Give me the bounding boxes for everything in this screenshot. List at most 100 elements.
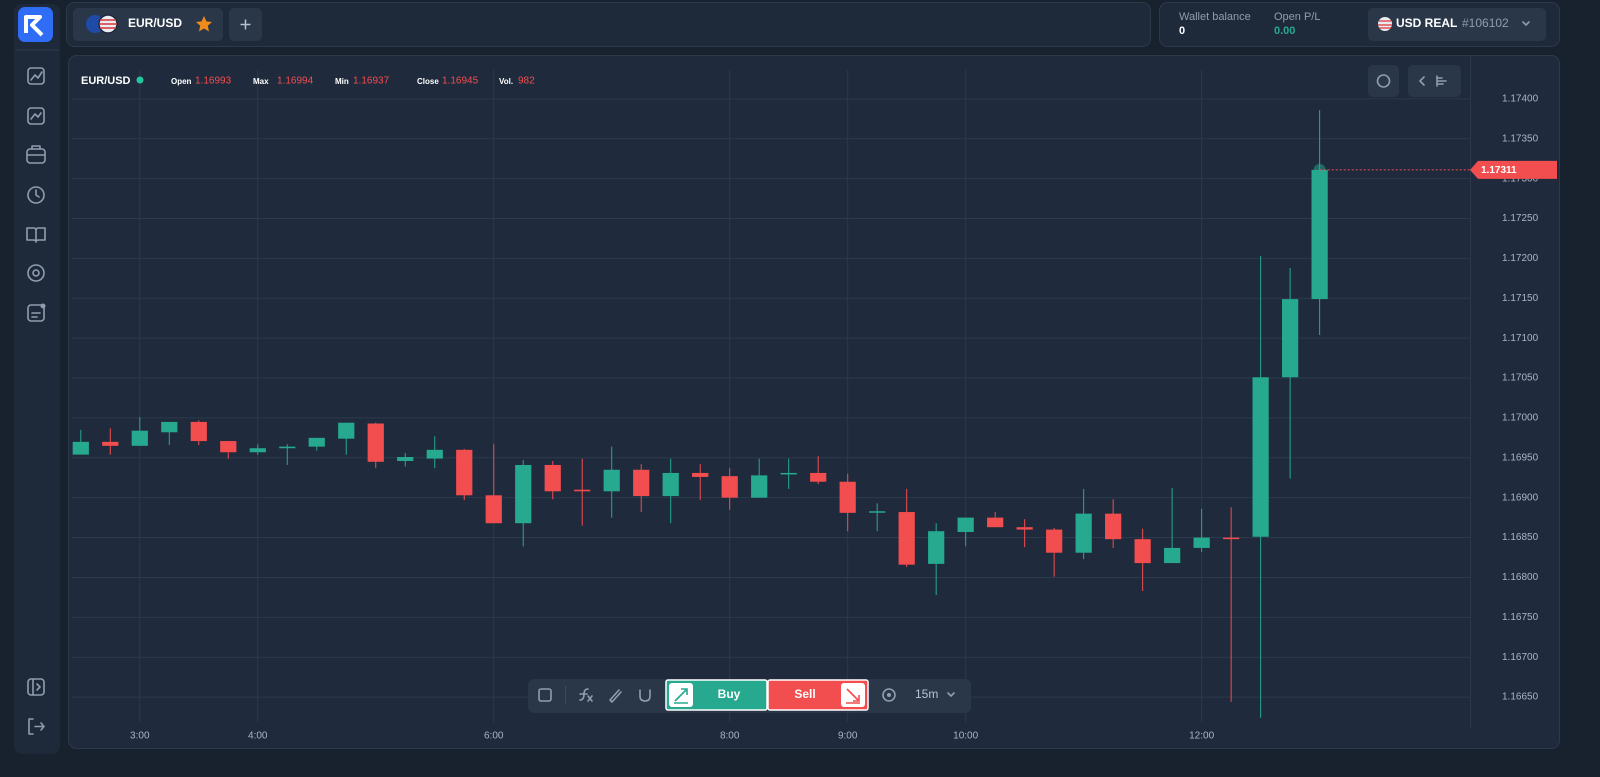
alert-icon[interactable] bbox=[882, 688, 896, 702]
buy-icon bbox=[674, 688, 688, 704]
history-icon[interactable] bbox=[27, 186, 45, 204]
y-tick-label: 1.16700 bbox=[1502, 652, 1539, 663]
candle-body bbox=[574, 489, 591, 492]
candle-body bbox=[839, 481, 856, 513]
candle-body bbox=[780, 472, 797, 475]
plot bbox=[72, 70, 1470, 722]
candle-body bbox=[957, 517, 974, 532]
info-label: Min bbox=[335, 77, 349, 86]
candle-body bbox=[1282, 299, 1299, 378]
y-tick-label: 1.16650 bbox=[1502, 692, 1539, 703]
logo-mark bbox=[24, 15, 44, 37]
news-icon[interactable] bbox=[27, 303, 46, 322]
candle-body bbox=[869, 511, 886, 513]
y-tick-label: 1.17400 bbox=[1502, 94, 1539, 105]
candle-body bbox=[367, 423, 384, 462]
settings-icon[interactable] bbox=[27, 264, 45, 282]
info-value: 1.16945 bbox=[442, 76, 479, 87]
logout-icon[interactable] bbox=[28, 718, 45, 735]
us-flag-stripes bbox=[100, 19, 117, 29]
logo[interactable] bbox=[18, 7, 53, 42]
candle-body bbox=[279, 446, 296, 449]
candle-body bbox=[1075, 513, 1092, 553]
education-icon[interactable] bbox=[26, 227, 46, 243]
candle-body bbox=[633, 469, 650, 497]
candle-body bbox=[751, 475, 768, 498]
chart-icon[interactable] bbox=[27, 67, 45, 85]
candle-body bbox=[485, 495, 502, 524]
collapse-icon[interactable] bbox=[27, 678, 45, 696]
y-tick-label: 1.16800 bbox=[1502, 572, 1539, 583]
y-tick-label: 1.16950 bbox=[1502, 452, 1539, 463]
candle-body bbox=[603, 469, 620, 492]
panel-toggle-icon bbox=[1419, 75, 1447, 87]
info-value: 1.16994 bbox=[277, 76, 314, 87]
candle-body bbox=[249, 448, 266, 453]
candle-body bbox=[456, 449, 473, 496]
candle-body bbox=[1252, 377, 1269, 537]
candle-body bbox=[1311, 169, 1328, 300]
candle-body bbox=[190, 421, 207, 442]
candle-body bbox=[1134, 539, 1151, 564]
sidebar-icons bbox=[26, 67, 46, 735]
x-tick-label: 10:00 bbox=[953, 731, 978, 742]
info-label: Close bbox=[417, 77, 439, 86]
y-tick-label: 1.17350 bbox=[1502, 133, 1539, 144]
analytics-icon[interactable] bbox=[27, 107, 45, 125]
y-tick-label: 1.16900 bbox=[1502, 492, 1539, 503]
chart-type-button[interactable] bbox=[1368, 65, 1399, 97]
info-label: Open bbox=[171, 77, 192, 86]
candle-body bbox=[721, 476, 738, 498]
chart-panel bbox=[68, 55, 1560, 749]
portfolio-icon[interactable] bbox=[26, 145, 46, 164]
info-label: Vol. bbox=[499, 77, 513, 86]
layout-icon[interactable] bbox=[538, 688, 552, 702]
candle-body bbox=[1193, 537, 1210, 548]
timeframe[interactable]: 15m bbox=[915, 687, 938, 701]
candle-body bbox=[1223, 537, 1240, 540]
account-flag bbox=[1378, 17, 1392, 31]
x-tick-label: 8:00 bbox=[720, 731, 740, 742]
candle-body bbox=[810, 472, 827, 482]
candle-body bbox=[515, 464, 532, 524]
info-value: 982 bbox=[518, 76, 535, 87]
buy-label: Buy bbox=[718, 687, 741, 701]
live-dot bbox=[136, 76, 144, 84]
add-icon bbox=[240, 19, 251, 30]
info-label: Max bbox=[253, 77, 269, 86]
x-tick-label: 3:00 bbox=[130, 731, 150, 742]
candle-body bbox=[72, 441, 89, 455]
favorite-star[interactable] bbox=[196, 16, 212, 32]
indicators-icon[interactable] bbox=[579, 688, 593, 702]
pl-value: 0.00 bbox=[1274, 25, 1295, 37]
candle-body bbox=[1105, 513, 1122, 540]
panel-toggle-button[interactable] bbox=[1408, 65, 1461, 97]
info-value: 1.16993 bbox=[195, 76, 232, 87]
pair-name: EUR/USD bbox=[128, 16, 182, 30]
candle-body bbox=[1016, 527, 1033, 530]
chart-symbol: EUR/USD bbox=[81, 75, 131, 87]
candle-body bbox=[131, 430, 148, 446]
candle-body bbox=[544, 464, 561, 492]
account-type: USD REAL bbox=[1396, 16, 1457, 30]
y-tick-label: 1.17150 bbox=[1502, 293, 1539, 304]
wallet-value: 0 bbox=[1179, 25, 1185, 37]
drawing-icon[interactable] bbox=[609, 689, 622, 703]
alert-icon-dot bbox=[887, 693, 891, 697]
x-tick-label: 6:00 bbox=[484, 731, 504, 742]
x-tick-label: 12:00 bbox=[1189, 731, 1214, 742]
y-tick-label: 1.16850 bbox=[1502, 532, 1539, 543]
sidebar bbox=[14, 4, 60, 754]
account-selector[interactable] bbox=[1368, 8, 1546, 41]
chart-type-icon bbox=[1376, 74, 1391, 88]
magnet-icon[interactable] bbox=[639, 689, 651, 702]
x-tick-label: 9:00 bbox=[838, 731, 858, 742]
candle-body bbox=[308, 437, 325, 447]
y-tick-label: 1.16750 bbox=[1502, 612, 1539, 623]
wallet-label: Wallet balance bbox=[1179, 11, 1251, 23]
y-tick-label: 1.17000 bbox=[1502, 413, 1539, 424]
candle-body bbox=[426, 449, 443, 459]
candle-body bbox=[898, 512, 915, 565]
